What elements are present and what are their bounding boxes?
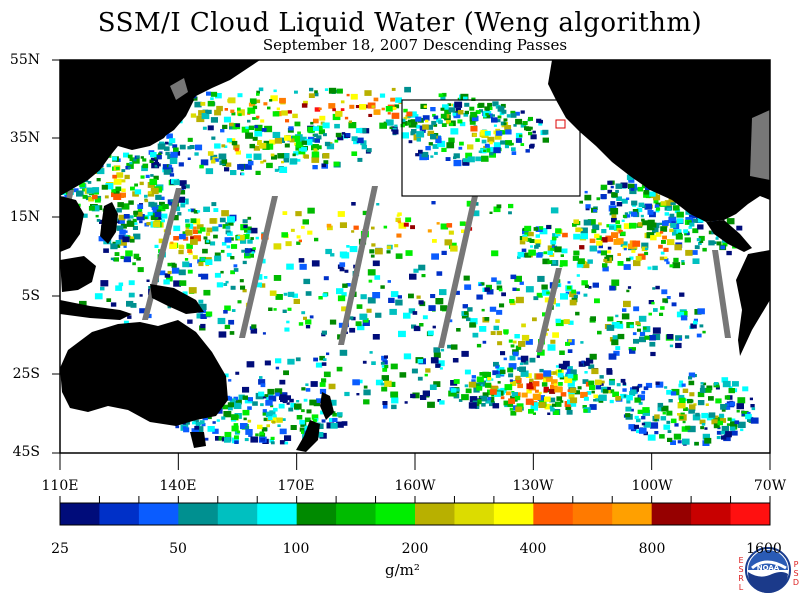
se-asia-landmass	[60, 196, 84, 252]
colorbar-cell	[572, 503, 613, 525]
colorbar-label: 1600	[746, 541, 782, 557]
noaa-logo	[745, 547, 791, 594]
lat-label-55n: 55N	[9, 52, 40, 68]
colorbar-cell	[217, 503, 258, 525]
colorbar-units: g/m²	[385, 561, 420, 579]
map-subtitle: September 18, 2007 Descending Passes	[262, 36, 568, 54]
australia-landmass	[60, 320, 228, 426]
central-america-landmass	[706, 220, 752, 252]
lon-label-70w: 70W	[753, 478, 787, 494]
lon-label-110e: 110E	[41, 478, 79, 494]
north-america-landmass	[548, 60, 770, 222]
colorbar-cell	[60, 503, 100, 525]
colorbar-cell	[178, 503, 219, 525]
swath-gap	[536, 268, 562, 352]
colorbar-cell	[651, 503, 692, 525]
colorbar-cell	[296, 503, 337, 525]
colorbar-label: 800	[638, 541, 666, 557]
lon-ticks	[59, 453, 771, 503]
swath-gap	[712, 250, 731, 338]
lon-label-100w: 100W	[631, 478, 673, 494]
logo-center-text: NOAA	[756, 564, 780, 572]
indonesia-islands	[60, 300, 132, 320]
colorbar-label: 25	[51, 541, 69, 557]
new-zealand-south	[296, 420, 320, 452]
swath-gap	[338, 186, 378, 345]
colorbar-cell	[730, 503, 771, 525]
colorbar-cell	[375, 503, 416, 525]
land-gap	[170, 78, 188, 100]
borneo-landmass	[60, 256, 96, 292]
land-gap	[750, 110, 770, 180]
region-box	[401, 99, 581, 197]
colorbar-cell	[691, 503, 732, 525]
colorbar-cell	[493, 503, 534, 525]
colorbar-cell	[612, 503, 653, 525]
new-guinea-landmass	[150, 284, 204, 314]
lat-label-45s: 45S	[12, 444, 40, 460]
colorbar-cell	[257, 503, 298, 525]
map-title: SSM/I Cloud Liquid Water (Weng algorithm…	[97, 8, 703, 38]
colorbar-cell	[336, 503, 377, 525]
colorbar-cell	[415, 503, 455, 525]
tasmania-landmass	[190, 432, 206, 448]
swath-gap	[438, 196, 478, 348]
lat-label-35n: 35N	[9, 130, 40, 146]
lat-label-15n: 15N	[9, 209, 40, 225]
colorbar-cell	[533, 503, 574, 525]
colorbar-frame	[59, 502, 771, 526]
map-panel	[60, 60, 770, 453]
south-america-landmass	[736, 250, 770, 356]
colorbar-cell	[138, 503, 179, 525]
colorbar-cell	[99, 503, 140, 525]
lat-label-25s: 25S	[12, 366, 40, 382]
colorbar-cell	[454, 503, 495, 525]
lon-label-130w: 130W	[512, 478, 554, 494]
lat-ticks	[52, 59, 60, 454]
lon-label-170e: 170E	[277, 478, 315, 494]
colorbar-label: 400	[519, 541, 547, 557]
colorbar-label: 200	[401, 541, 429, 557]
colorbar-label: 50	[169, 541, 187, 557]
lon-label-140e: 140E	[159, 478, 197, 494]
lat-label-5s: 5S	[21, 288, 41, 304]
new-zealand-north	[320, 392, 334, 420]
japan-landmass	[156, 90, 194, 138]
colorbar-label: 100	[282, 541, 310, 557]
lon-label-160w: 160W	[394, 478, 436, 494]
land-masses	[60, 60, 770, 452]
philippines-landmass	[100, 202, 118, 244]
swath-gap	[239, 196, 278, 338]
colorbar	[60, 503, 771, 525]
small-red-box	[555, 119, 566, 129]
